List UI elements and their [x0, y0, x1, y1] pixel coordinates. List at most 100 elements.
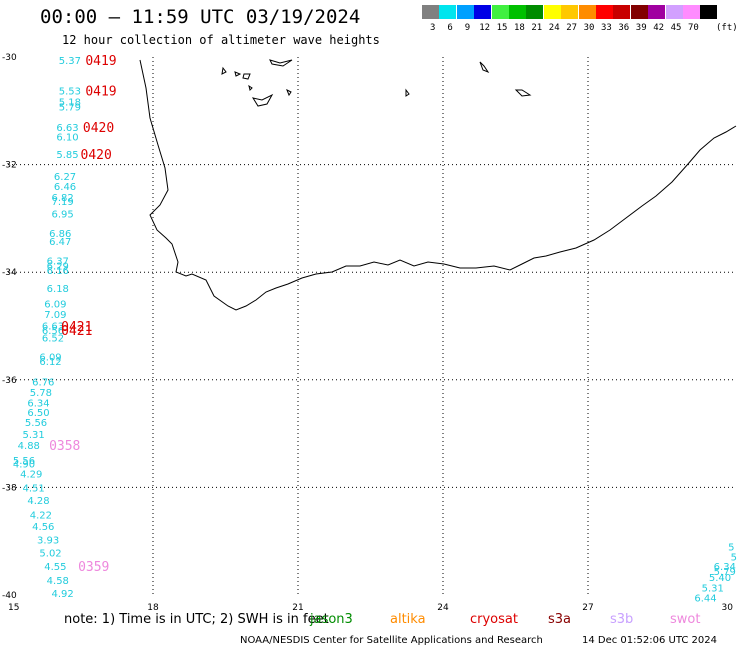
- y-tick-label: -40: [2, 591, 17, 601]
- swh-value-label: 5.31: [23, 430, 45, 441]
- legend-swatch: [439, 5, 457, 19]
- legend-label: 45: [670, 23, 682, 33]
- swh-value-label: 6.29: [47, 262, 69, 273]
- swh-value-label: 5.79: [714, 567, 736, 578]
- legend-swatch: [456, 5, 474, 19]
- swh-value-label: 4.58: [47, 576, 69, 587]
- south-africa-coastline: [139, 59, 737, 311]
- swh-value-label: 6.86: [49, 229, 71, 240]
- legend-label: 15: [496, 23, 508, 33]
- swh-value-label: 5: [728, 543, 734, 554]
- swh-value-label: 4.51: [23, 483, 45, 494]
- legend-swatch: [526, 5, 544, 19]
- legend-swatch: [578, 5, 596, 19]
- swh-value-label: 6.56: [42, 326, 64, 337]
- y-tick-label: -34: [2, 268, 17, 278]
- swh-value-label: 6.09: [44, 299, 66, 310]
- footer-credit: NOAA/NESDIS Center for Satellite Applica…: [240, 635, 543, 646]
- swh-value-label: 5.78: [30, 388, 52, 399]
- x-tick-label: 21: [292, 603, 303, 613]
- legend-label: 9: [464, 23, 471, 33]
- swh-value-label: 5: [731, 552, 737, 563]
- swh-value-label: 4.22: [30, 510, 52, 521]
- map-grid: [8, 57, 733, 595]
- legend-swatch: [509, 5, 526, 19]
- footer-timestamp: 14 Dec 01:52:06 UTC 2024: [582, 635, 717, 646]
- swh-value-label: 6.82: [52, 193, 74, 204]
- coastline: [139, 59, 737, 311]
- mission-label: cryosat: [470, 612, 518, 627]
- legend-swatch: [491, 5, 509, 19]
- swh-value-label: 4.90: [13, 460, 35, 471]
- swh-value-label: 6.10: [56, 133, 78, 144]
- legend-unit: (ft): [716, 23, 738, 33]
- swh-value-label: 6.09: [39, 353, 61, 364]
- swh-value-label: 5.02: [39, 548, 61, 559]
- legend-label: 36: [618, 23, 630, 33]
- legend-swatch: [613, 5, 631, 19]
- mission-label: altika: [390, 612, 426, 627]
- page-title: 00:00 – 11:59 UTC 03/19/2024: [40, 6, 361, 28]
- pass-time-label: 0420: [83, 121, 114, 136]
- legend-label: 42: [653, 23, 665, 33]
- legend-label: 12: [479, 23, 491, 33]
- legend-swatch: [648, 5, 666, 19]
- x-tick-label: 18: [147, 603, 159, 613]
- legend-label: 39: [635, 23, 647, 33]
- swh-value-label: 6.37: [47, 256, 69, 267]
- x-tick-label: 27: [582, 603, 593, 613]
- swh-value-label: 5.31: [702, 583, 724, 594]
- swh-value-label: 6.63: [56, 123, 78, 134]
- pass-time-label: 0420: [81, 148, 112, 163]
- swh-value-label: 6.46: [54, 182, 76, 193]
- legend-swatch: [474, 5, 492, 19]
- swh-value-label: 4.28: [27, 496, 49, 507]
- swh-value-label: 5.56: [13, 456, 35, 467]
- page-subtitle: 12 hour collection of altimeter wave hei…: [62, 33, 380, 47]
- swh-value-label: 4.29: [20, 469, 42, 480]
- legend-label: 27: [566, 23, 578, 33]
- legend-swatch: [422, 5, 439, 19]
- swh-value-label: 6.95: [52, 210, 74, 221]
- y-tick-label: -36: [2, 376, 17, 386]
- legend-swatch: [700, 5, 718, 19]
- swh-value-label: 6.34: [27, 398, 49, 409]
- swh-value-label: 7.09: [44, 310, 66, 321]
- swh-value-label: 5.37: [59, 56, 81, 67]
- mission-label: swot: [670, 612, 701, 627]
- swh-value-label: 6.18: [47, 284, 69, 295]
- legend-swatch: [665, 5, 683, 19]
- legend-label: 6: [447, 23, 453, 33]
- legend-label: 3: [430, 23, 436, 33]
- islands: [221, 59, 532, 107]
- legend-swatch: [630, 5, 648, 19]
- legend-label: 24: [548, 23, 560, 33]
- swh-value-label: 3.93: [37, 536, 59, 547]
- swh-value-label: 6.12: [39, 357, 61, 368]
- legend-label: 33: [601, 23, 612, 33]
- pass-time-label: 0421: [61, 324, 92, 339]
- swh-value-label: 6.76: [32, 377, 54, 388]
- swh-value-label: 5.18: [59, 98, 81, 109]
- swh-value-label: 4.92: [52, 589, 74, 600]
- mission-label: s3b: [610, 612, 634, 627]
- footer-note: note: 1) Time is in UTC; 2) SWH is in fe…: [64, 612, 329, 627]
- x-tick-label: 30: [722, 603, 734, 613]
- legend-swatch: [561, 5, 579, 19]
- swh-value-label: 5.56: [25, 418, 47, 429]
- swh-value-label: 6.52: [42, 333, 64, 344]
- legend-label: 21: [531, 23, 543, 33]
- swh-value-label: 6.27: [54, 172, 76, 183]
- legend-swatch: [596, 5, 613, 19]
- swh-value-label: 5.85: [56, 150, 78, 161]
- swh-labels: 5.375.535.185.796.636.105.856.276.466.82…: [13, 56, 737, 604]
- mission-label: s3a: [548, 612, 572, 627]
- x-tick-label: 15: [8, 603, 19, 613]
- swh-value-label: 5.40: [709, 573, 731, 584]
- pass-time-label: 0419: [85, 84, 116, 99]
- legend-label: 30: [583, 23, 595, 33]
- legend-label: 70: [688, 23, 699, 33]
- legend-swatch: [683, 5, 700, 19]
- mission-label: jason3: [310, 612, 353, 627]
